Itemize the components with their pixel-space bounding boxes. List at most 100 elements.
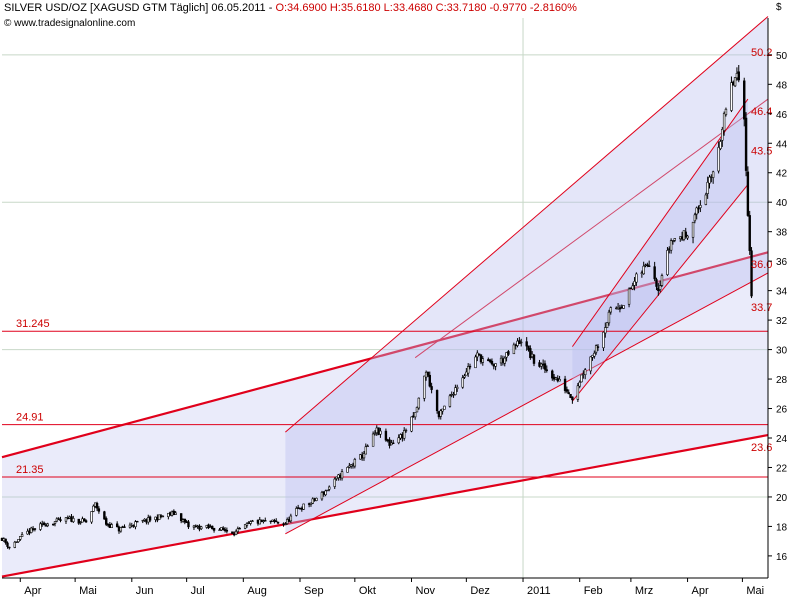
candle-body bbox=[13, 541, 16, 548]
candle-body bbox=[238, 527, 241, 530]
candle-19 bbox=[46, 522, 49, 528]
candle-269 bbox=[686, 234, 689, 240]
y-tick-label-22: 22 bbox=[776, 463, 788, 474]
candle-body bbox=[655, 279, 658, 287]
candle-142 bbox=[362, 450, 366, 461]
candle-body bbox=[439, 410, 442, 417]
candle-body bbox=[105, 518, 108, 525]
candle-260 bbox=[666, 247, 669, 277]
y-tick-label-50: 50 bbox=[776, 51, 788, 62]
candle-body bbox=[426, 371, 430, 376]
candle-body bbox=[243, 524, 247, 529]
candle-204 bbox=[519, 338, 523, 347]
watermark-text: www.tradesignalonline.com bbox=[14, 18, 136, 29]
grid bbox=[2, 18, 768, 578]
candle-9 bbox=[20, 532, 24, 537]
candle-93 bbox=[236, 526, 240, 534]
candle-270 bbox=[691, 221, 695, 244]
level-label-0: 31.245 bbox=[16, 318, 50, 330]
candle-body bbox=[618, 307, 622, 310]
candle-233 bbox=[594, 344, 598, 355]
candle-33 bbox=[83, 518, 86, 522]
candle-17 bbox=[42, 521, 46, 526]
candle-body bbox=[721, 129, 724, 141]
candle-body bbox=[743, 80, 746, 120]
axes: 16 18 20 22 24 26 28 30 32 34 36 38 40 42 44 46 48 50 Apr M… bbox=[2, 18, 788, 597]
candle-219 bbox=[558, 375, 561, 382]
candle-185 bbox=[474, 354, 477, 369]
candle-body bbox=[543, 363, 547, 370]
candle-body bbox=[92, 505, 95, 512]
y-tick-label-20: 20 bbox=[776, 493, 788, 504]
candle-31 bbox=[79, 521, 82, 525]
candle-79 bbox=[200, 525, 203, 531]
candle-body bbox=[448, 395, 452, 407]
x-tick-label-12: Apr bbox=[692, 585, 709, 597]
candle-167 bbox=[426, 371, 430, 378]
candle-body bbox=[724, 108, 728, 115]
candle-245 bbox=[627, 287, 631, 308]
candle-181 bbox=[463, 373, 466, 379]
candle-body bbox=[463, 375, 466, 378]
candle-body bbox=[571, 396, 574, 401]
candle-186 bbox=[476, 350, 479, 362]
candle-12 bbox=[30, 526, 33, 534]
candle-body bbox=[51, 523, 55, 526]
candle-69 bbox=[174, 510, 177, 515]
candle-164 bbox=[417, 397, 421, 410]
candle-body bbox=[392, 442, 395, 445]
candle-292 bbox=[746, 166, 750, 217]
candle-body bbox=[309, 502, 313, 505]
candle-body bbox=[302, 503, 305, 510]
candle-2 bbox=[4, 538, 7, 545]
chart-header: SILVER USD/OZ [XAGUSD GTM Täglich] 06.05… bbox=[4, 2, 577, 14]
candle-body bbox=[596, 346, 600, 348]
channel-labels: 46.4 36.0 23.6 50.2 33.7 43.5 bbox=[751, 47, 772, 454]
candle-34 bbox=[84, 519, 88, 523]
candle-172 bbox=[439, 409, 442, 420]
candle-25 bbox=[64, 517, 68, 524]
candle-body bbox=[551, 370, 554, 379]
candle-40 bbox=[103, 510, 106, 520]
candle-237 bbox=[605, 322, 609, 329]
candle-body bbox=[699, 205, 702, 208]
candle-275 bbox=[704, 192, 708, 206]
channel-lower-medium-term bbox=[285, 272, 769, 535]
candle-body bbox=[578, 381, 581, 387]
candle-body bbox=[346, 467, 349, 473]
candle-body bbox=[362, 453, 366, 459]
trend-channels bbox=[1, 16, 769, 578]
candle-291 bbox=[744, 112, 748, 177]
candle-227 bbox=[580, 374, 583, 383]
candle-221 bbox=[565, 386, 569, 394]
candle-body bbox=[737, 71, 740, 81]
candle-290 bbox=[743, 77, 746, 127]
candle-body bbox=[673, 238, 676, 241]
candle-body bbox=[222, 527, 225, 531]
candle-294 bbox=[750, 247, 753, 299]
candle-body bbox=[134, 521, 137, 528]
candle-body bbox=[428, 374, 431, 387]
candle-body bbox=[364, 446, 368, 455]
candle-body bbox=[563, 378, 567, 391]
candle-body bbox=[174, 512, 177, 515]
candle-255 bbox=[653, 261, 656, 282]
candle-199 bbox=[507, 350, 510, 357]
candle-body bbox=[609, 307, 612, 313]
candle-body bbox=[653, 266, 656, 280]
candle-body bbox=[519, 341, 523, 344]
candle-135 bbox=[346, 466, 349, 473]
candle-174 bbox=[443, 405, 446, 410]
candle-body bbox=[466, 366, 470, 374]
candle-242 bbox=[618, 304, 622, 313]
channel-value-label: 33.7 bbox=[751, 302, 772, 314]
candle-169 bbox=[430, 382, 433, 394]
candle-128 bbox=[326, 489, 329, 492]
candle-body bbox=[684, 231, 687, 238]
candle-207 bbox=[529, 345, 532, 360]
candle-body bbox=[430, 386, 433, 390]
x-tick-label-10: Feb bbox=[584, 585, 603, 597]
candle-272 bbox=[695, 206, 698, 220]
candle-230 bbox=[589, 356, 592, 375]
candle-175 bbox=[448, 393, 452, 408]
